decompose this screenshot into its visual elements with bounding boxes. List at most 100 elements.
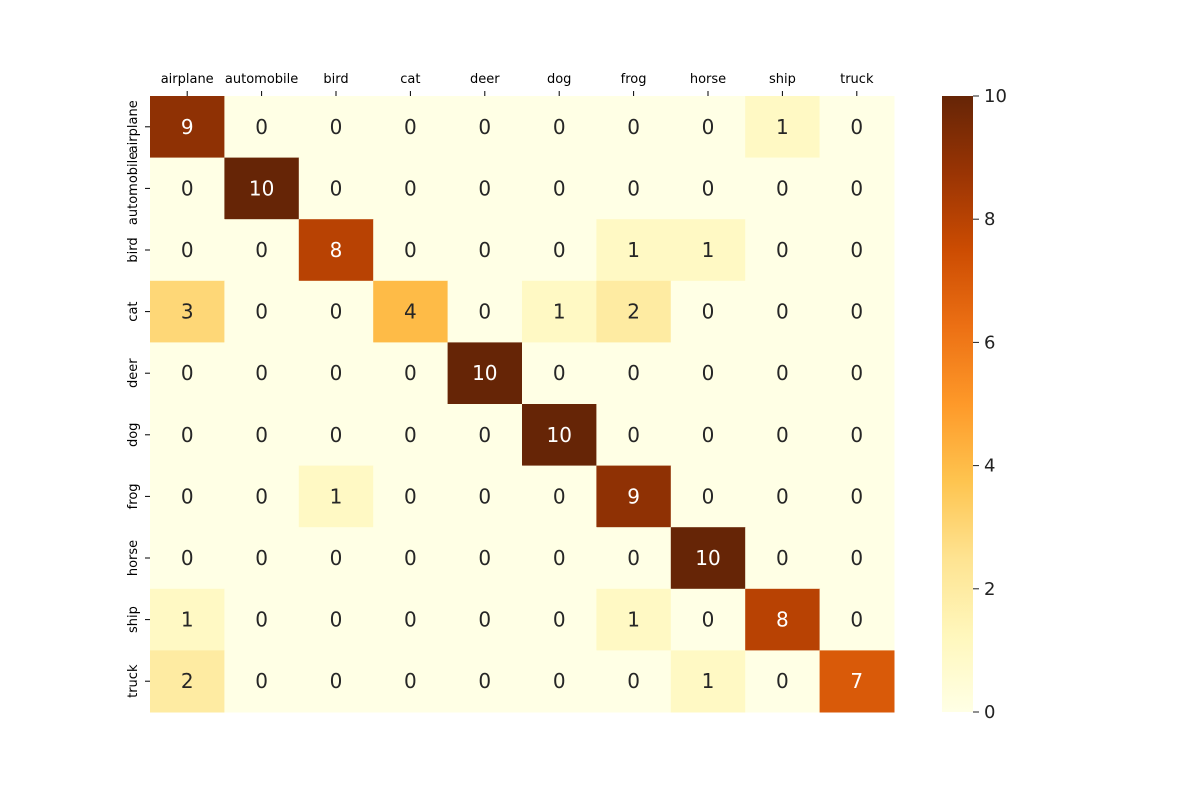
heatmap-cell (150, 465, 225, 528)
heatmap-cell (745, 527, 821, 590)
heatmap-cell (298, 219, 374, 282)
heatmap-cell (447, 280, 523, 343)
heatmap-cell (298, 404, 374, 467)
heatmap-cell (819, 404, 895, 467)
heatmap-cell (373, 342, 449, 405)
x-tick-label: airplane (161, 72, 214, 87)
heatmap-cell-value: 1 (627, 238, 640, 262)
heatmap-cell-value: 1 (702, 238, 715, 262)
heatmap-cell (373, 157, 449, 220)
heatmap-cell (670, 96, 746, 159)
heatmap-cell-value: 0 (181, 484, 194, 508)
heatmap-cell (224, 219, 300, 282)
colorbar: 0 2 4 6 8 10 (942, 86, 1007, 723)
heatmap-cell (224, 342, 300, 405)
heatmap-cell (224, 465, 300, 528)
heatmap-cell-value: 0 (404, 176, 417, 200)
heatmap-cell (522, 465, 597, 528)
heatmap-cell (298, 342, 374, 405)
y-tick-label: airplane (126, 100, 141, 153)
heatmap-cell-value: 0 (776, 361, 789, 385)
heatmap-cell (150, 588, 225, 651)
heatmap-cell-value: 0 (776, 484, 789, 508)
x-tick-label: frog (621, 72, 647, 87)
heatmap-cell-value: 8 (330, 238, 343, 262)
heatmap-cell (670, 404, 746, 467)
heatmap-cell-value: 0 (553, 608, 566, 632)
y-tick-label: dog (126, 423, 141, 447)
heatmap-cell (819, 96, 895, 159)
heatmap-cell (447, 157, 523, 220)
x-tick-label: dog (547, 72, 571, 87)
heatmap-cell-value: 1 (181, 608, 194, 632)
heatmap-cell-value: 0 (478, 484, 491, 508)
heatmap-cell-value: 2 (181, 669, 194, 693)
heatmap-cell-value: 0 (478, 115, 491, 139)
heatmap-cell-value: 0 (776, 238, 789, 262)
heatmap-cell (224, 404, 300, 467)
heatmap-cell-value: 0 (850, 176, 863, 200)
heatmap-cell-value: 0 (776, 423, 789, 447)
colorbar-tick-label: 8 (984, 209, 995, 230)
heatmap-cell (150, 219, 225, 282)
x-tick-label: truck (840, 72, 874, 87)
heatmap-cell (819, 588, 895, 651)
heatmap-cell (447, 465, 523, 528)
heatmap-cell (224, 157, 300, 220)
heatmap-cell-value: 0 (404, 423, 417, 447)
x-tick-label: cat (400, 72, 420, 87)
heatmap-cell-value: 0 (850, 238, 863, 262)
heatmap-cell (522, 157, 597, 220)
heatmap-cell-value: 0 (255, 361, 268, 385)
heatmap-cell (596, 96, 672, 159)
heatmap-cell (522, 588, 597, 651)
heatmap-cell-value: 2 (627, 300, 640, 324)
heatmap-cell-value: 0 (776, 669, 789, 693)
heatmap-cell-value: 0 (255, 669, 268, 693)
heatmap-cell (224, 527, 300, 590)
heatmap-cell-value: 0 (627, 361, 640, 385)
heatmap-cell-value: 0 (850, 484, 863, 508)
heatmap-cell-value: 0 (404, 238, 417, 262)
heatmap-cell-value: 0 (850, 361, 863, 385)
heatmap-cell-labels: 9 0 0 0 0 0 0 0 1 00 10 0 0 0 0 0 0 0 00 0 8 0 0 0 1 1 0 03 0 0 4 0 1 2 0 0… (181, 115, 863, 693)
heatmap-cell-value: 0 (330, 423, 343, 447)
heatmap-cell-value: 0 (702, 361, 715, 385)
heatmap-cell-value: 0 (255, 115, 268, 139)
heatmap-cell (298, 465, 374, 528)
heatmap-cell (373, 588, 449, 651)
heatmap-cell-value: 0 (478, 669, 491, 693)
heatmap-cell (373, 96, 449, 159)
heatmap-cell (298, 280, 374, 343)
heatmap-cell-value: 0 (627, 669, 640, 693)
heatmap-cell-value: 0 (850, 546, 863, 570)
heatmap-cell (522, 650, 597, 713)
heatmap-cell (373, 527, 449, 590)
heatmap-cell (745, 96, 821, 159)
heatmap-cell (150, 157, 225, 220)
heatmap-cell (819, 342, 895, 405)
y-tick-label: deer (126, 358, 141, 388)
heatmap-cell-value: 0 (850, 608, 863, 632)
y-tick-label: bird (126, 237, 141, 262)
heatmap-cell (596, 157, 672, 220)
heatmap-cell-value: 0 (330, 361, 343, 385)
heatmap-cell (447, 342, 523, 405)
heatmap-cell-value: 0 (330, 300, 343, 324)
heatmap-cell-value: 9 (181, 115, 194, 139)
heatmap-cell-value: 0 (255, 546, 268, 570)
heatmap-cell-value: 0 (627, 115, 640, 139)
heatmap-cell-value: 0 (553, 238, 566, 262)
heatmap-cell (819, 650, 895, 713)
heatmap-cell (373, 219, 449, 282)
heatmap-cell (596, 219, 672, 282)
heatmap-cell-value: 0 (255, 238, 268, 262)
heatmap-cell (447, 404, 523, 467)
heatmap-cell-value: 0 (776, 176, 789, 200)
heatmap-cells (150, 96, 895, 713)
heatmap-cell-value: 1 (702, 669, 715, 693)
heatmap-cell (596, 280, 672, 343)
heatmap-cell (373, 650, 449, 713)
heatmap-cell-value: 0 (330, 608, 343, 632)
heatmap-cell (522, 219, 597, 282)
